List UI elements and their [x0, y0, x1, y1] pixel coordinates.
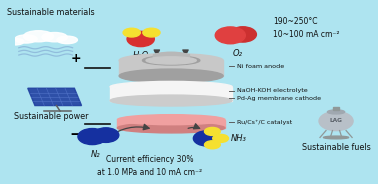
Ellipse shape [204, 128, 220, 135]
Ellipse shape [118, 115, 225, 125]
Ellipse shape [319, 112, 353, 131]
Ellipse shape [110, 95, 232, 106]
Polygon shape [28, 88, 82, 106]
Text: NH₃: NH₃ [230, 134, 246, 143]
Ellipse shape [229, 27, 256, 42]
Ellipse shape [15, 35, 37, 43]
Ellipse shape [110, 81, 232, 92]
Ellipse shape [110, 84, 232, 89]
Text: −: − [70, 128, 82, 142]
Text: Sustainable power: Sustainable power [14, 112, 88, 121]
Text: Ni foam anode: Ni foam anode [237, 64, 284, 69]
Ellipse shape [42, 33, 67, 42]
Text: O₂: O₂ [232, 49, 242, 58]
Ellipse shape [23, 31, 54, 42]
Text: Sustainable fuels: Sustainable fuels [302, 143, 370, 152]
Ellipse shape [93, 128, 119, 142]
Text: Current efficiency 30%
at 1.0 MPa and 10 mA cm⁻²: Current efficiency 30% at 1.0 MPa and 10… [97, 155, 202, 177]
Ellipse shape [78, 129, 107, 145]
Ellipse shape [194, 131, 221, 146]
Ellipse shape [119, 54, 223, 67]
Ellipse shape [153, 52, 189, 60]
Ellipse shape [6, 38, 24, 45]
Ellipse shape [123, 28, 140, 37]
Ellipse shape [143, 56, 200, 65]
Ellipse shape [215, 27, 245, 44]
Bar [333, 107, 339, 110]
Text: N₂: N₂ [91, 150, 101, 159]
Ellipse shape [324, 136, 349, 139]
Ellipse shape [57, 36, 77, 44]
Ellipse shape [146, 57, 196, 64]
Ellipse shape [118, 123, 225, 133]
Bar [118, 120, 225, 128]
Ellipse shape [143, 28, 160, 37]
Ellipse shape [213, 134, 229, 142]
Text: Ru/Cs⁺/C catalyst: Ru/Cs⁺/C catalyst [237, 119, 292, 125]
Text: NaOH-KOH electrolyte: NaOH-KOH electrolyte [237, 89, 307, 93]
Bar [153, 54, 189, 58]
Text: H₂O: H₂O [133, 51, 149, 60]
Text: Pd-Ag membrane cathode: Pd-Ag membrane cathode [237, 96, 321, 101]
Ellipse shape [119, 69, 223, 83]
Ellipse shape [127, 31, 154, 47]
Text: 190~250°C
10~100 mA cm⁻²: 190~250°C 10~100 mA cm⁻² [273, 17, 340, 39]
Ellipse shape [327, 110, 345, 114]
Text: Sustainable materials: Sustainable materials [7, 8, 95, 17]
Ellipse shape [204, 141, 220, 149]
Bar [119, 60, 223, 76]
Text: +: + [71, 52, 82, 66]
Bar [110, 87, 232, 100]
Text: LAG: LAG [330, 118, 342, 123]
